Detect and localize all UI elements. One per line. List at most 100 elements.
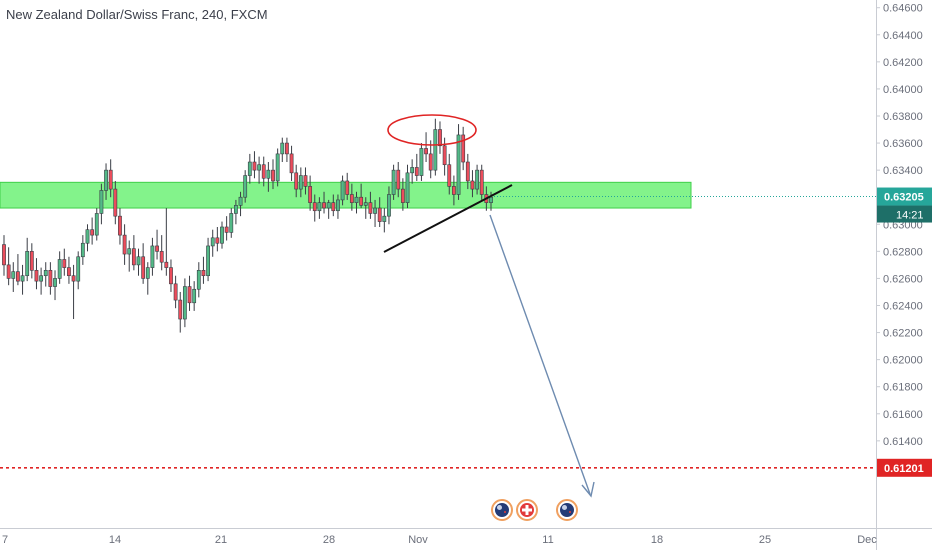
candle-body (224, 226, 229, 233)
candle-body (57, 259, 62, 279)
countdown-badge (877, 205, 932, 223)
candle-body (340, 180, 345, 201)
candle-body (373, 207, 377, 214)
y-tick-label: 0.62400 (883, 300, 923, 312)
candle-body (94, 213, 99, 236)
resistance-circle (387, 114, 477, 146)
y-tick-label: 0.61600 (883, 409, 923, 421)
current-price-badge (877, 187, 932, 206)
candle-body (99, 190, 104, 214)
candle-body (349, 194, 354, 203)
candle-body (354, 196, 359, 203)
candle-body (470, 180, 475, 190)
y-tick-label: 0.63600 (883, 138, 923, 150)
candle-body (113, 188, 118, 217)
candle-body (336, 199, 340, 212)
x-tick-label: 21 (215, 534, 227, 546)
y-tick-label: 0.63800 (883, 111, 923, 123)
y-tick-label: 0.63400 (883, 165, 923, 177)
candle-body (368, 202, 373, 214)
candle-body (122, 234, 127, 255)
candle-body (475, 169, 479, 190)
projection-arrow-head (581, 481, 595, 498)
candle-body (80, 242, 85, 258)
candle-body (298, 175, 303, 190)
candle-body (11, 271, 16, 279)
candle-body (447, 164, 452, 187)
candle-body (159, 251, 164, 263)
candle-body (247, 161, 252, 176)
candle-body (322, 202, 326, 209)
y-tick-label: 0.64000 (883, 84, 923, 96)
x-tick-label: 7 (2, 534, 8, 546)
nz-flag-icon (560, 503, 574, 517)
candle-body (29, 251, 34, 271)
candle-body (312, 202, 317, 212)
candle-body (257, 164, 261, 171)
candle-body (465, 161, 470, 182)
candle-body (382, 215, 387, 222)
candle-body (104, 169, 108, 191)
candle-body (196, 270, 201, 290)
candle-body (131, 248, 136, 266)
candle-body (479, 169, 484, 195)
candle-body (252, 161, 257, 171)
candle-body (294, 172, 299, 190)
nz-flag-star (569, 511, 571, 513)
candle-body (396, 169, 401, 190)
candle-body (215, 237, 220, 244)
candle-body (489, 196, 493, 203)
candle-body (271, 169, 275, 182)
candle-body (285, 142, 289, 155)
x-tick-label: 11 (542, 534, 553, 546)
candle-body (424, 148, 428, 155)
candle-body (169, 267, 173, 285)
candle-body (303, 175, 308, 187)
candle-body (182, 286, 187, 320)
projection-arrow (489, 214, 591, 495)
candle-body (210, 237, 215, 247)
candle-body (317, 202, 322, 212)
candle-body (90, 229, 95, 236)
candle-body (438, 129, 442, 147)
candle-body (220, 226, 224, 244)
candle-body (155, 245, 159, 252)
candle-body (48, 270, 53, 287)
nz-flag-jack (497, 505, 502, 510)
candle-body (442, 145, 447, 166)
candle-body (433, 129, 438, 171)
x-tick-label: Nov (408, 534, 428, 546)
countdown-label: 14:21 (896, 210, 924, 222)
target-price-label: 0.61201 (884, 463, 924, 475)
x-tick-label: Dec (857, 534, 877, 546)
candle-body (345, 180, 350, 195)
y-tick-label: 0.62200 (883, 328, 923, 340)
candle-body (178, 299, 183, 320)
candle-body (173, 283, 178, 301)
rising-trendline (383, 184, 513, 253)
candle-body (280, 142, 285, 155)
candle-body (108, 169, 113, 190)
candle-body (326, 202, 331, 209)
nz-flag-icon (495, 503, 509, 517)
candle-body (25, 251, 30, 277)
candle-body (377, 207, 382, 222)
candle-body (400, 188, 405, 203)
x-tick-label: 14 (109, 534, 121, 546)
candle-body (243, 175, 248, 198)
candle-body (43, 270, 48, 277)
candle-body (150, 245, 155, 268)
candle-body (2, 244, 6, 266)
y-tick-label: 0.64200 (883, 57, 923, 69)
candle-body (275, 153, 280, 182)
candle-body (261, 164, 266, 179)
candle-body (234, 205, 238, 214)
candle-body (71, 275, 76, 282)
candle-body (76, 256, 81, 282)
candle-body (238, 196, 243, 206)
candle-body (201, 270, 206, 277)
x-tick-label: 25 (759, 534, 771, 546)
candle-body (67, 267, 71, 277)
candle-body (164, 261, 169, 268)
